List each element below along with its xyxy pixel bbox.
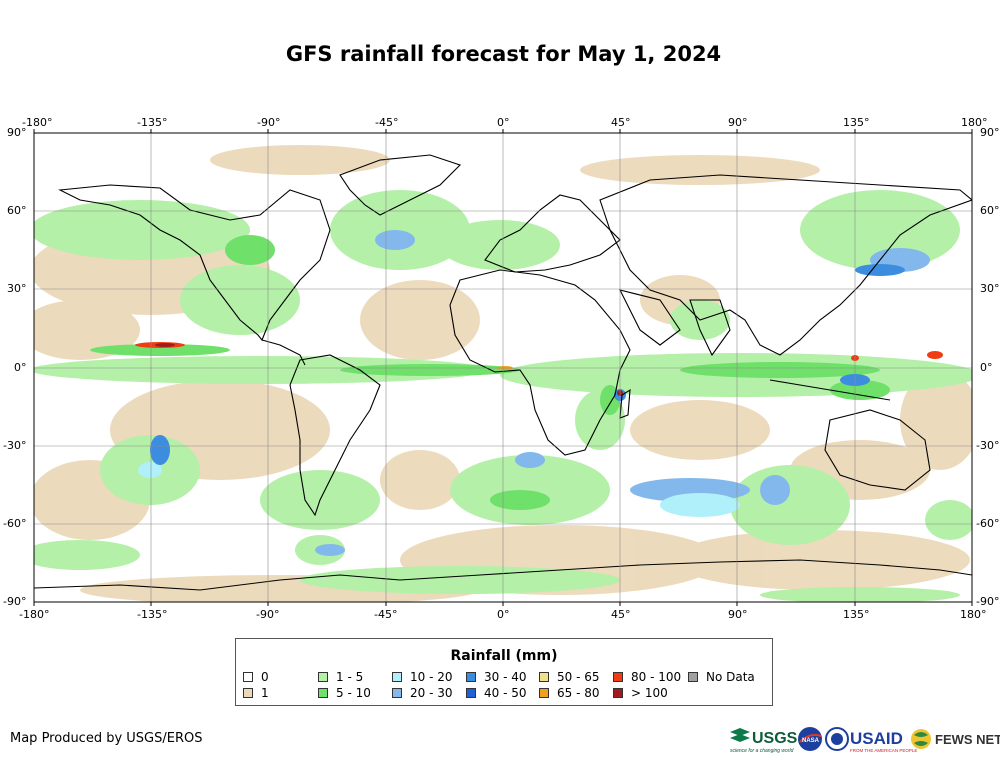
lon-tick-bottom: -45°	[374, 608, 398, 621]
legend-swatch	[243, 688, 253, 698]
legend: Rainfall (mm) 0 1 1 - 5 5 - 10 10 - 20 2…	[235, 638, 773, 706]
legend-item: 0	[243, 670, 269, 684]
lon-tick-top: -180°	[22, 116, 53, 129]
legend-item: 20 - 30	[392, 686, 453, 700]
legend-item: No Data	[688, 670, 755, 684]
lat-tick-right: -60°	[976, 517, 1000, 530]
usaid-tagline: FROM THE AMERICAN PEOPLE	[850, 748, 917, 753]
usgs-tagline: science for a changing world	[730, 748, 794, 754]
legend-swatch	[613, 672, 623, 682]
lat-tick-left: 90°	[7, 126, 27, 139]
legend-swatch	[392, 688, 402, 698]
rainfall-field	[34, 145, 972, 602]
legend-label: 20 - 30	[410, 686, 453, 700]
lon-tick-top: -135°	[137, 116, 168, 129]
nasa-text: NASA	[802, 738, 820, 744]
lon-tick-bottom: 135°	[843, 608, 870, 621]
legend-item: 5 - 10	[318, 686, 371, 700]
fewsnet-logo[interactable]: FEWS NET	[911, 729, 1002, 749]
legend-item: 1 - 5	[318, 670, 363, 684]
lat-tick-left: -30°	[3, 439, 27, 452]
lon-tick-bottom: 90°	[728, 608, 748, 621]
rainfall-map[interactable]	[0, 0, 1007, 640]
legend-label: 1 - 5	[336, 670, 364, 684]
lat-tick-left: -60°	[3, 517, 27, 530]
legend-swatch	[466, 672, 476, 682]
lon-tick-top: 180°	[961, 116, 988, 129]
lon-tick-bottom: -135°	[137, 608, 168, 621]
legend-swatch	[243, 672, 253, 682]
legend-item: 80 - 100	[613, 670, 681, 684]
lat-tick-right: 60°	[980, 204, 1000, 217]
lat-tick-left: 0°	[14, 361, 27, 374]
legend-label: 40 - 50	[484, 686, 527, 700]
lon-tick-top: -45°	[375, 116, 399, 129]
lon-tick-bottom: 180°	[960, 608, 987, 621]
map-panel[interactable]: -180° -135° -90° -45° 0° 45° 90° 135° 18…	[0, 0, 1007, 640]
legend-item: 10 - 20	[392, 670, 453, 684]
nasa-logo[interactable]: NASA	[798, 727, 822, 751]
map-title: GFS rainfall forecast for May 1, 2024	[285, 42, 722, 66]
lon-tick-bottom: 45°	[611, 608, 631, 621]
legend-title: Rainfall (mm)	[450, 648, 558, 664]
lat-tick-right: 90°	[980, 126, 1000, 139]
legend-item: > 100	[613, 686, 668, 700]
legend-label: No Data	[706, 670, 755, 684]
lat-tick-right: -30°	[976, 439, 1000, 452]
legend-swatch	[539, 672, 549, 682]
usaid-text: USAID	[850, 729, 903, 748]
map-credit: Map Produced by USGS/EROS	[10, 731, 203, 746]
legend-label: 30 - 40	[484, 670, 527, 684]
lat-tick-right: 0°	[980, 361, 993, 374]
lat-tick-left: -90°	[3, 595, 27, 608]
lat-tick-right: -90°	[976, 595, 1000, 608]
legend-label: > 100	[631, 686, 668, 700]
tick-marks	[33, 129, 973, 606]
lon-tick-top: -90°	[257, 116, 281, 129]
legend-item: 65 - 80	[539, 686, 600, 700]
legend-swatch	[318, 688, 328, 698]
legend-label: 80 - 100	[631, 670, 682, 684]
legend-swatch	[318, 672, 328, 682]
lon-tick-bottom: 0°	[497, 608, 510, 621]
legend-swatch	[613, 688, 623, 698]
fewsnet-text: FEWS NET	[935, 732, 1000, 747]
lon-tick-bottom: -180°	[19, 608, 50, 621]
coastlines	[34, 154, 972, 591]
lon-tick-top: 45°	[611, 116, 631, 129]
legend-item: 40 - 50	[466, 686, 527, 700]
legend-swatch	[392, 672, 402, 682]
lon-tick-bottom: -90°	[256, 608, 280, 621]
lat-tick-left: 30°	[7, 282, 27, 295]
usgs-logo[interactable]: USGS science for a changing world	[730, 728, 798, 754]
legend-label: 50 - 65	[557, 670, 600, 684]
legend-label: 10 - 20	[410, 670, 453, 684]
lon-tick-top: 135°	[843, 116, 870, 129]
legend-label: 1	[261, 686, 269, 700]
partner-logos: USGS science for a changing world NASA U…	[728, 722, 1002, 756]
lon-tick-top: 90°	[728, 116, 748, 129]
usgs-text: USGS	[752, 730, 798, 747]
legend-label: 65 - 80	[557, 686, 600, 700]
graticule	[34, 133, 972, 602]
lat-tick-right: 30°	[980, 282, 1000, 295]
legend-item: 1	[243, 686, 269, 700]
legend-item: 50 - 65	[539, 670, 600, 684]
legend-swatch	[539, 688, 549, 698]
legend-label: 0	[261, 670, 269, 684]
lat-tick-left: 60°	[7, 204, 27, 217]
legend-item: 30 - 40	[466, 670, 527, 684]
legend-label: 5 - 10	[336, 686, 371, 700]
legend-swatch	[466, 688, 476, 698]
lon-tick-top: 0°	[497, 116, 510, 129]
usaid-logo[interactable]: USAID FROM THE AMERICAN PEOPLE	[825, 727, 917, 753]
legend-swatch	[688, 672, 698, 682]
